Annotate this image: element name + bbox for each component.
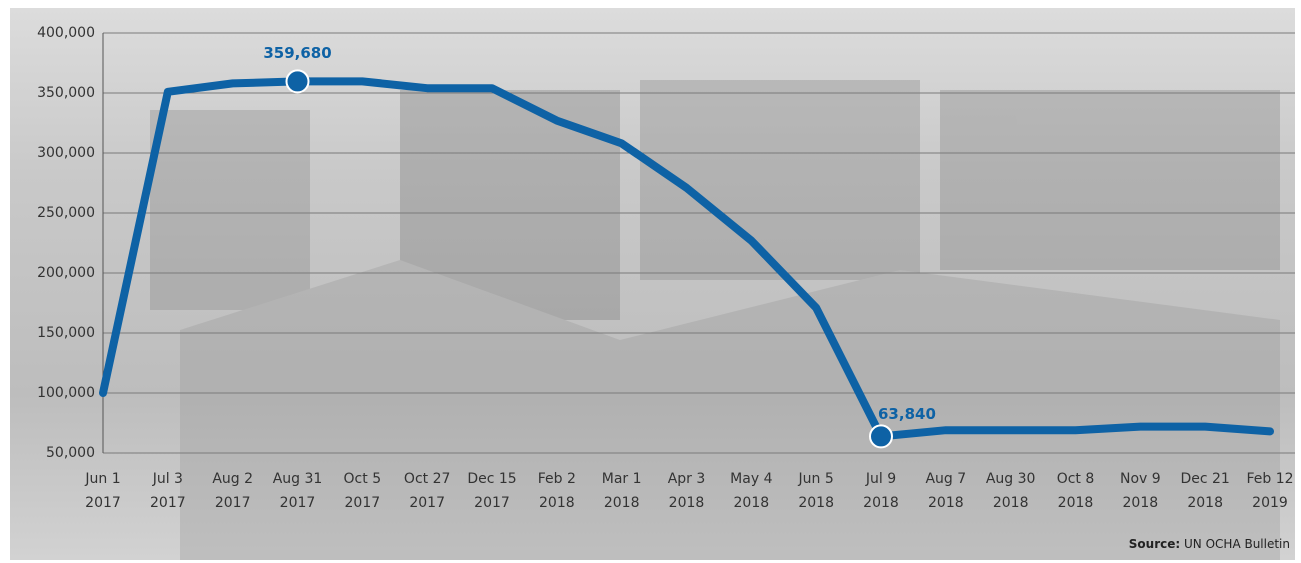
y-tick-label: 200,000 [37,265,95,281]
y-tick-label: 150,000 [37,325,95,341]
source-label: Source: [1129,537,1180,551]
x-tick-label: Jul 3 [152,471,183,487]
y-tick-label: 350,000 [37,85,95,101]
x-tick-label: 2018 [928,495,964,511]
y-tick-label: 100,000 [37,385,95,401]
x-tick-label: 2018 [669,495,705,511]
x-tick-label: Oct 5 [344,471,382,487]
x-tick-label: 2017 [345,495,381,511]
x-tick-label: Oct 8 [1057,471,1095,487]
x-tick-label: Jun 5 [798,471,834,487]
x-tick-label: Feb 12 [1246,471,1293,487]
data-label: 63,840 [878,405,936,423]
x-tick-label: Aug 2 [212,471,253,487]
x-tick-label: 2019 [1252,495,1288,511]
point-marker [287,70,309,92]
chart: Source: UN OCHA Bulletin 50,000 100,000 15… [0,0,1301,563]
x-tick-label: 2017 [150,495,186,511]
x-tick-label: 2018 [734,495,770,511]
x-tick-label: Aug 31 [273,471,323,487]
x-tick-label: Aug 30 [986,471,1036,487]
x-tick-label: 2018 [993,495,1029,511]
y-tick-label: 300,000 [37,145,95,161]
x-tick-label: 2018 [863,495,899,511]
y-tick-label: 50,000 [46,445,95,461]
source-text: UN OCHA Bulletin [1184,537,1290,551]
point-marker [870,425,892,447]
x-tick-label: Jun 1 [84,471,120,487]
x-tick-label: 2018 [798,495,834,511]
x-tick-label: 2017 [85,495,121,511]
x-tick-label: 2018 [1123,495,1159,511]
x-tick-label: 2018 [539,495,575,511]
x-tick-label: Dec 15 [467,471,516,487]
x-tick-label: 2018 [1187,495,1223,511]
x-tick-label: Feb 2 [538,471,576,487]
x-tick-label: 2018 [1058,495,1094,511]
x-tick-label: May 4 [730,471,772,487]
x-tick-label: 2017 [215,495,251,511]
x-tick-label: Aug 7 [925,471,966,487]
source: Source: UN OCHA Bulletin [1129,537,1290,551]
x-tick-label: 2018 [604,495,640,511]
x-tick-label: 2017 [280,495,316,511]
x-tick-label: Oct 27 [404,471,450,487]
x-tick-label: Apr 3 [668,471,706,487]
x-tick-label: Dec 21 [1180,471,1229,487]
x-tick-label: Mar 1 [602,471,642,487]
data-label: 359,680 [263,44,331,62]
y-tick-label: 400,000 [37,25,95,41]
x-tick-label: Jul 9 [865,471,896,487]
x-tick-label: Nov 9 [1120,471,1161,487]
y-tick-label: 250,000 [37,205,95,221]
x-tick-label: 2017 [409,495,445,511]
x-tick-label: 2017 [474,495,510,511]
